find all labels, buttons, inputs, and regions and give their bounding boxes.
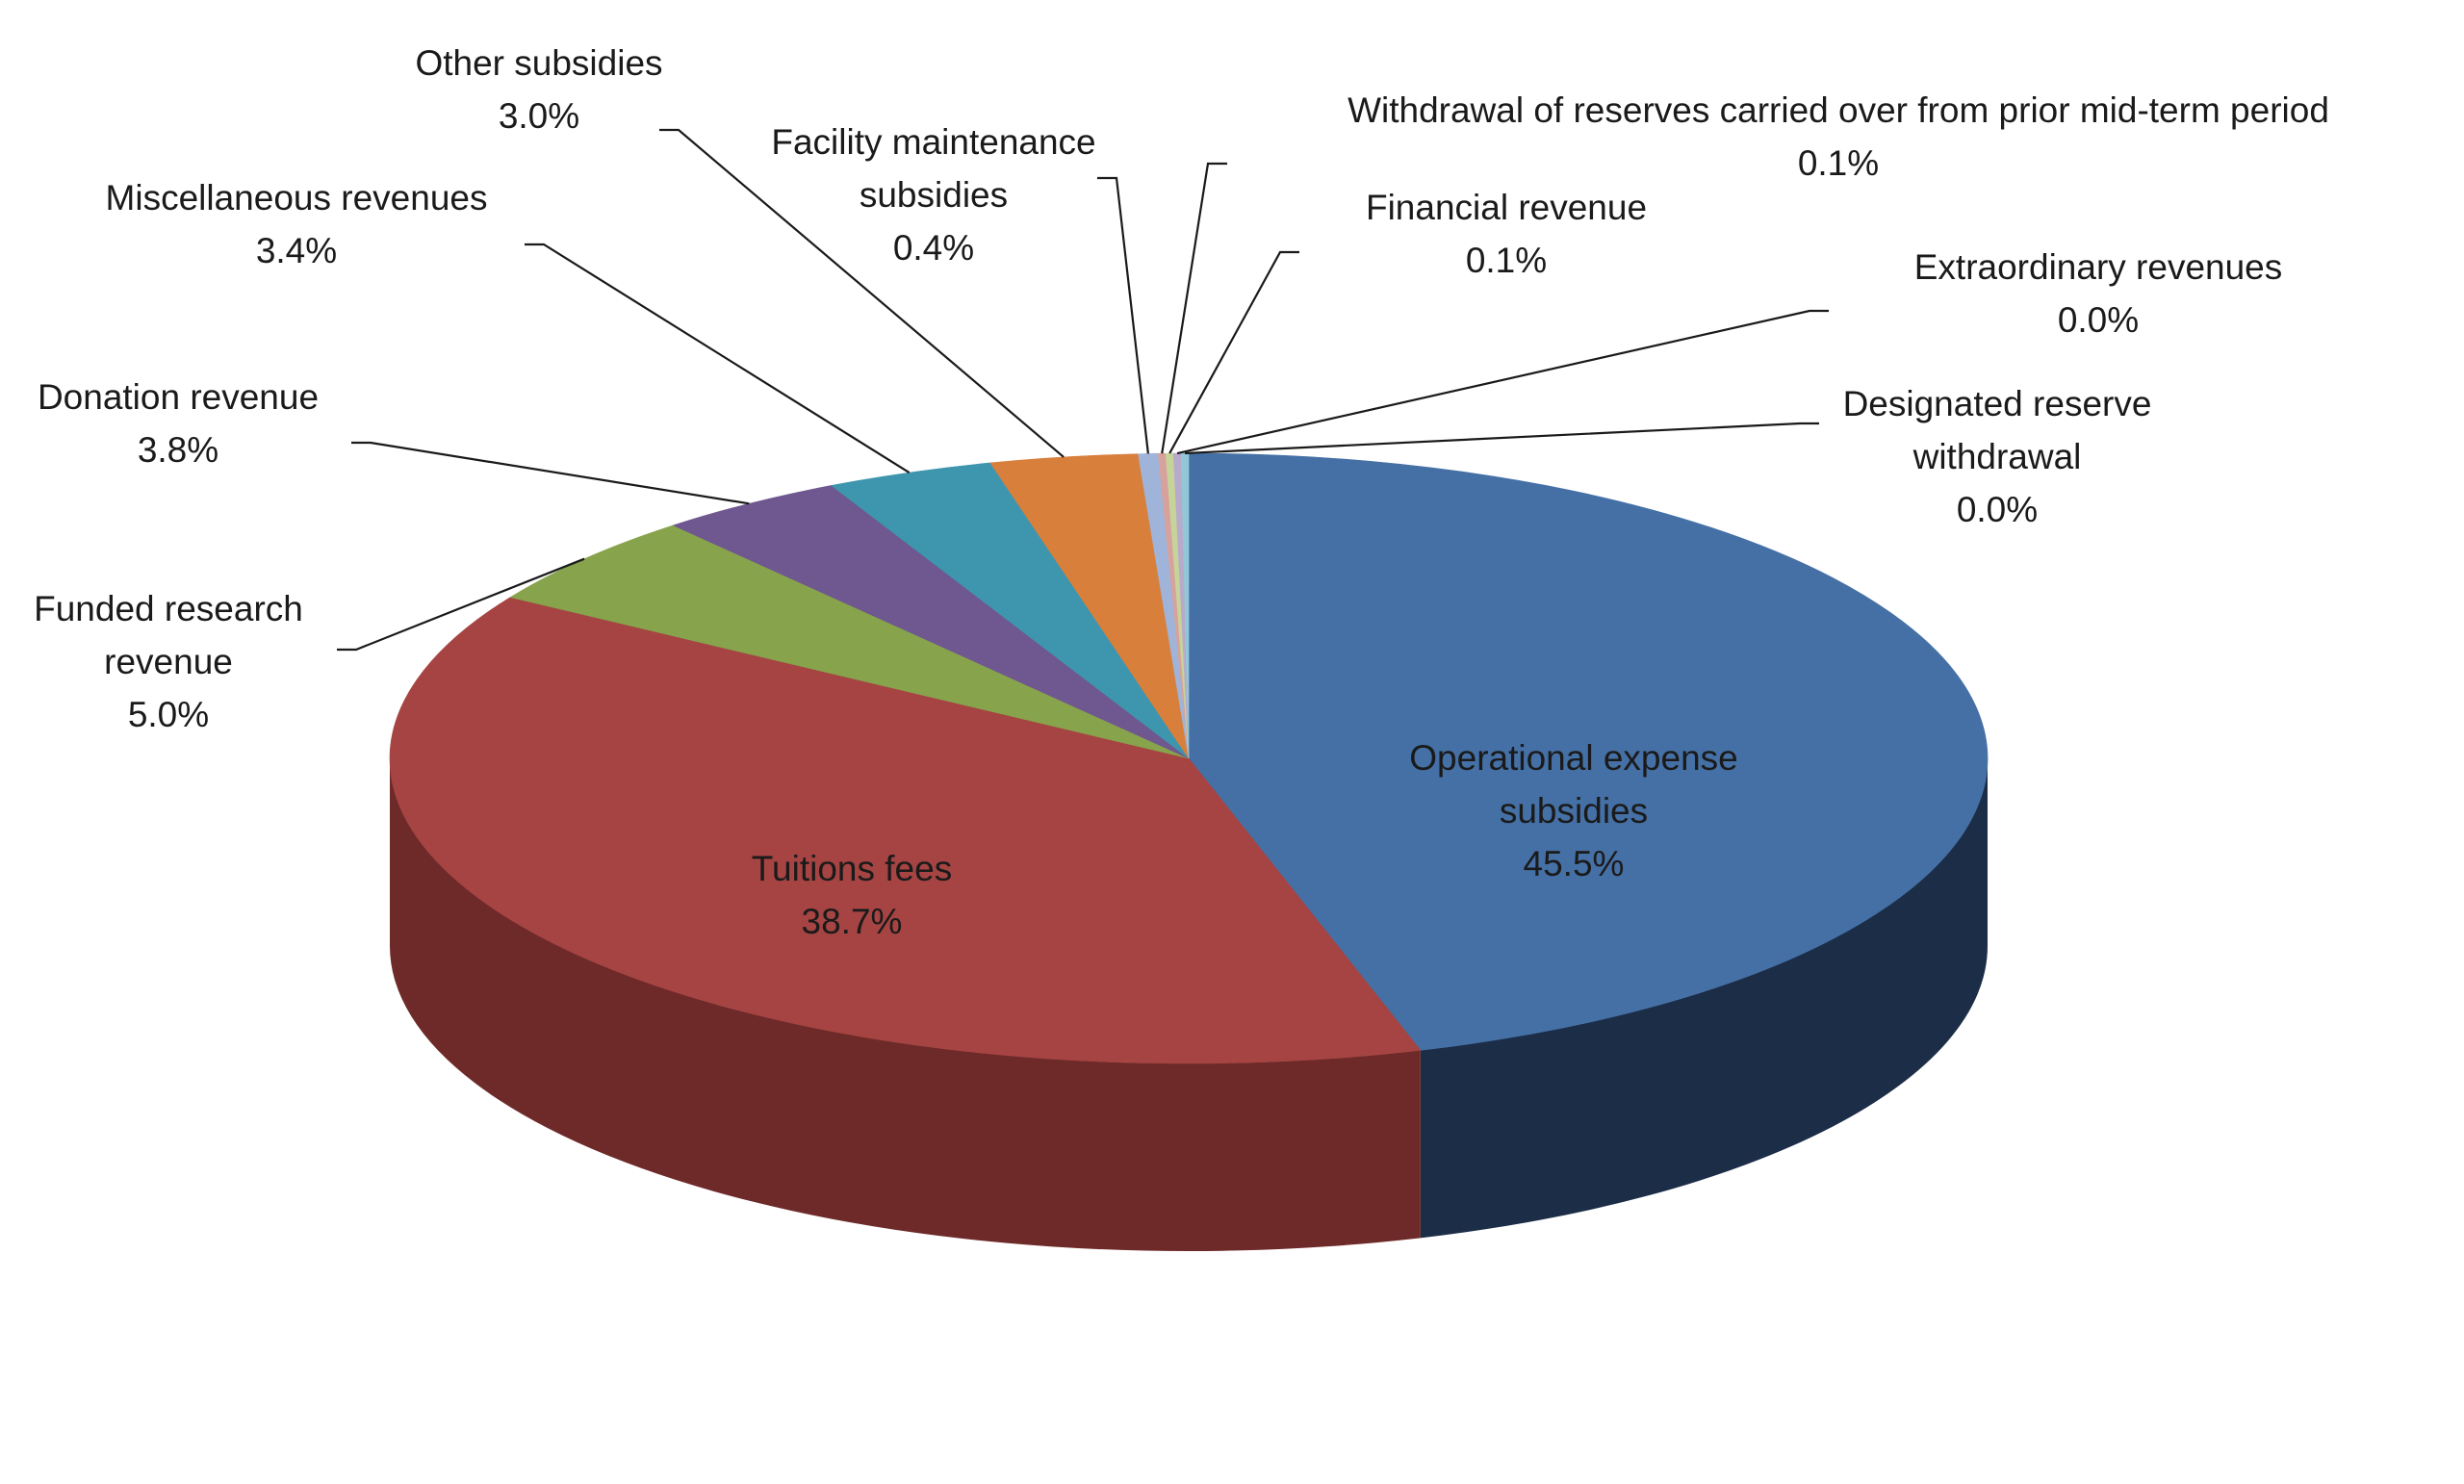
slice-value: 38.7% <box>802 902 903 941</box>
slice-label-0: Operational expense subsidies 45.5% <box>1409 738 1737 883</box>
leader-line-2 <box>337 557 585 652</box>
slice-value: 3.0% <box>499 96 579 136</box>
leader-line-5 <box>659 128 1065 458</box>
slice-label-5: Other subsidies 3.0% <box>415 43 662 136</box>
slice-operational-expense-subsidies <box>1188 452 1989 1051</box>
slice-label-8: Financial revenue 0.1% <box>1366 188 1647 280</box>
slice-name: Extraordinary revenues <box>1914 247 2283 287</box>
slice-label-3: Donation revenue 3.8% <box>38 377 319 470</box>
slice-value: 45.5% <box>1524 844 1625 883</box>
slice-label-6: Facility maintenance subsidies 0.4% <box>771 122 1095 268</box>
slice-side-0 <box>1420 758 1988 1239</box>
slice-name: Tuitions fees <box>752 849 952 888</box>
slice-label-1: Tuitions fees 38.7% <box>752 849 952 941</box>
slice-funded-research-revenue <box>509 525 1190 759</box>
slice-donation-revenue <box>672 485 1190 759</box>
slice-value: 0.0% <box>1957 490 2038 529</box>
leader-line-10 <box>1184 422 1819 455</box>
slice-name: Designated reserve <box>1843 384 2152 423</box>
slice-name: revenue <box>104 642 233 681</box>
slice-name: Donation revenue <box>38 377 319 417</box>
slice-name: Financial revenue <box>1366 188 1647 227</box>
slice-label-2: Funded research revenue 5.0% <box>34 589 303 734</box>
leader-line-7 <box>1161 162 1227 454</box>
slice-label-9: Extraordinary revenues 0.0% <box>1914 247 2283 340</box>
leader-line-6 <box>1097 176 1149 454</box>
pie-slices <box>389 452 1989 1064</box>
slice-labels: Operational expense subsidies 45.5% Tuition… <box>34 43 2329 941</box>
slice-name: Other subsidies <box>415 43 662 83</box>
slice-value: 0.1% <box>1798 143 1879 183</box>
slice-label-4: Miscellaneous revenues 3.4% <box>106 178 488 270</box>
slice-name: withdrawal <box>1912 437 2082 476</box>
slice-value: 0.4% <box>893 228 974 268</box>
slice-name: Facility maintenance <box>771 122 1095 162</box>
slice-name: Withdrawal of reserves carried over from… <box>1348 90 2329 130</box>
slice-side-1 <box>390 758 1421 1251</box>
slice-value: 3.4% <box>256 231 337 270</box>
pie-sides <box>390 758 1988 1251</box>
slice-name: subsidies <box>1500 791 1648 831</box>
slice-value: 3.8% <box>138 430 218 470</box>
slice-name: subsidies <box>860 175 1008 215</box>
leader-line-4 <box>525 243 911 473</box>
slice-value: 5.0% <box>128 695 209 734</box>
slice-label-7: Withdrawal of reserves carried over from… <box>1348 90 2329 183</box>
leader-lines <box>337 128 1829 652</box>
slice-value: 0.1% <box>1466 241 1547 280</box>
slice-name: Miscellaneous revenues <box>106 178 488 217</box>
slice-tuitions-fees <box>389 597 1422 1064</box>
slice-value: 0.0% <box>2058 300 2139 340</box>
leader-line-3 <box>351 441 750 505</box>
leader-line-9 <box>1176 309 1829 455</box>
slice-label-10: Designated reserve withdrawal 0.0% <box>1843 384 2152 529</box>
leader-line-8 <box>1168 250 1299 454</box>
slice-name: Funded research <box>34 589 303 628</box>
slice-name: Operational expense <box>1409 738 1737 778</box>
